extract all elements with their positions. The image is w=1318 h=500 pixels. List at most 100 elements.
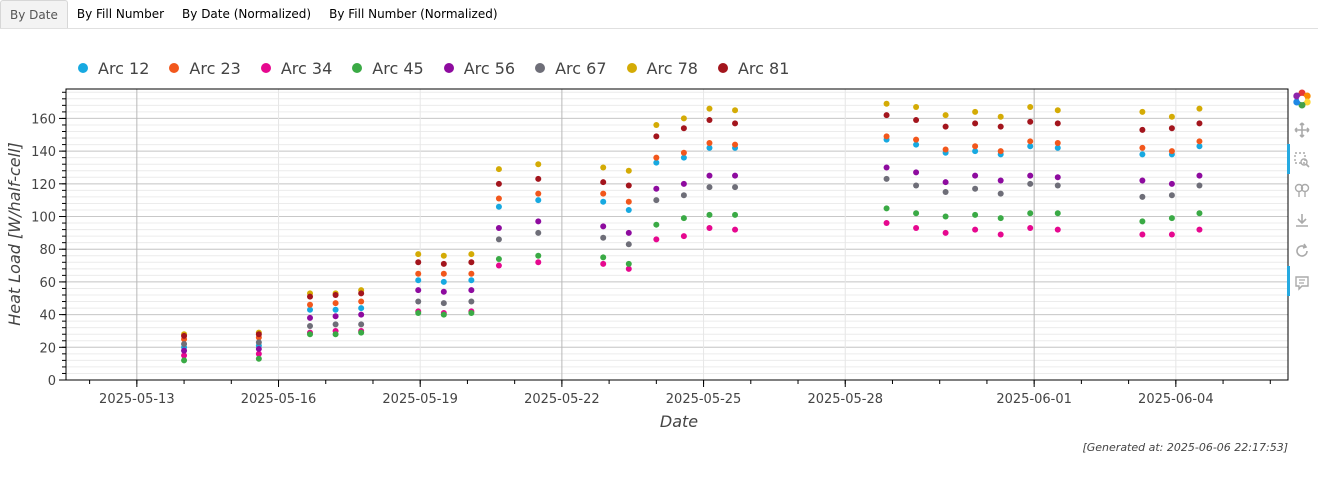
legend-item[interactable]: Arc 12 xyxy=(78,56,149,80)
data-point xyxy=(972,143,979,150)
y-tick-label: 100 xyxy=(31,211,56,226)
data-point xyxy=(625,206,632,213)
data-point xyxy=(468,251,475,258)
wheel-zoom-icon[interactable] xyxy=(1291,179,1313,201)
data-point xyxy=(942,179,949,186)
data-point xyxy=(440,309,447,316)
legend-item[interactable]: Arc 81 xyxy=(717,56,790,80)
data-point xyxy=(440,270,447,277)
tab-by-date[interactable]: By Date xyxy=(0,0,68,28)
data-point xyxy=(1139,193,1146,200)
y-tick-label: 40 xyxy=(39,309,56,324)
data-point xyxy=(181,344,188,351)
data-point xyxy=(468,309,475,316)
y-tick-label: 160 xyxy=(31,112,56,127)
data-point xyxy=(600,254,607,261)
data-point xyxy=(468,287,475,294)
data-point xyxy=(997,231,1004,238)
data-point xyxy=(358,305,365,312)
data-point xyxy=(440,300,447,307)
data-point xyxy=(706,144,713,151)
data-point xyxy=(181,347,188,354)
data-point xyxy=(732,120,739,127)
data-point xyxy=(625,265,632,272)
box-zoom-icon[interactable] xyxy=(1291,149,1313,171)
tab-by-date-normalized[interactable]: By Date (Normalized) xyxy=(182,7,312,21)
legend-marker xyxy=(352,63,363,73)
data-point xyxy=(358,327,365,334)
plot-frame xyxy=(65,88,1289,381)
data-point xyxy=(307,293,314,300)
hover-active-indicator xyxy=(1287,266,1290,296)
data-point xyxy=(997,215,1004,222)
data-point xyxy=(495,195,502,202)
data-point xyxy=(883,164,890,171)
x-tick-label: 2025-06-01 xyxy=(996,392,1072,407)
data-point xyxy=(332,327,339,334)
data-point xyxy=(1196,105,1203,112)
data-point xyxy=(680,115,687,122)
legend-item[interactable]: Arc 23 xyxy=(169,56,241,80)
data-point xyxy=(255,329,262,336)
data-point xyxy=(415,298,422,305)
data-point xyxy=(1168,231,1175,238)
box-zoom-active-indicator xyxy=(1287,144,1290,174)
x-tick-label: 2025-05-13 xyxy=(99,392,175,407)
legend-label: Arc 45 xyxy=(372,58,424,78)
bokeh-logo-icon[interactable] xyxy=(1291,88,1313,110)
legend-item[interactable]: Arc 67 xyxy=(535,56,607,80)
data-point xyxy=(358,298,365,305)
data-point xyxy=(653,185,660,192)
reset-icon[interactable] xyxy=(1291,240,1313,262)
data-point xyxy=(972,211,979,218)
data-point xyxy=(181,352,188,359)
data-point xyxy=(415,308,422,315)
data-point xyxy=(600,223,607,230)
data-point xyxy=(415,251,422,258)
data-point xyxy=(255,350,262,357)
data-point xyxy=(495,224,502,231)
tab-by-fill-number-normalized[interactable]: By Fill Number (Normalized) xyxy=(329,7,498,21)
data-point xyxy=(942,112,949,119)
data-point xyxy=(972,185,979,192)
data-point xyxy=(307,323,314,330)
legend-label: Arc 34 xyxy=(280,58,333,78)
legend-item[interactable]: Arc 78 xyxy=(626,56,698,80)
pan-icon[interactable] xyxy=(1291,119,1313,141)
legend-item[interactable]: Arc 45 xyxy=(352,56,424,80)
data-point xyxy=(942,149,949,156)
x-tick-label: 2025-05-16 xyxy=(241,392,317,407)
tab-by-fill-number[interactable]: By Fill Number xyxy=(76,7,165,21)
data-point xyxy=(600,164,607,171)
legend-marker xyxy=(78,63,88,73)
data-point xyxy=(913,103,920,110)
data-point xyxy=(972,172,979,179)
data-point xyxy=(732,184,739,191)
data-point xyxy=(1196,120,1203,127)
data-point xyxy=(680,125,687,132)
data-point xyxy=(1054,182,1061,189)
legend-label: Arc 56 xyxy=(463,58,516,78)
save-icon[interactable] xyxy=(1291,209,1313,231)
legend-item[interactable]: Arc 56 xyxy=(443,56,516,80)
legend-marker xyxy=(626,63,637,73)
data-point xyxy=(535,175,542,182)
data-point xyxy=(997,190,1004,197)
y-tick-label: 60 xyxy=(39,276,56,291)
data-point xyxy=(415,309,422,316)
data-point xyxy=(495,262,502,269)
data-point xyxy=(680,180,687,187)
data-point xyxy=(307,290,314,297)
data-point xyxy=(307,331,314,338)
data-point xyxy=(535,218,542,225)
legend-item[interactable]: Arc 34 xyxy=(260,56,333,80)
tab-bar: By Date By Fill Number By Date (Normaliz… xyxy=(0,0,1318,29)
hover-icon[interactable] xyxy=(1291,272,1313,294)
data-point xyxy=(332,321,339,328)
data-point xyxy=(1168,125,1175,132)
legend-label: Arc 81 xyxy=(737,58,790,78)
data-point xyxy=(440,278,447,285)
data-point xyxy=(332,313,339,320)
data-point xyxy=(600,190,607,197)
data-point xyxy=(653,154,660,161)
